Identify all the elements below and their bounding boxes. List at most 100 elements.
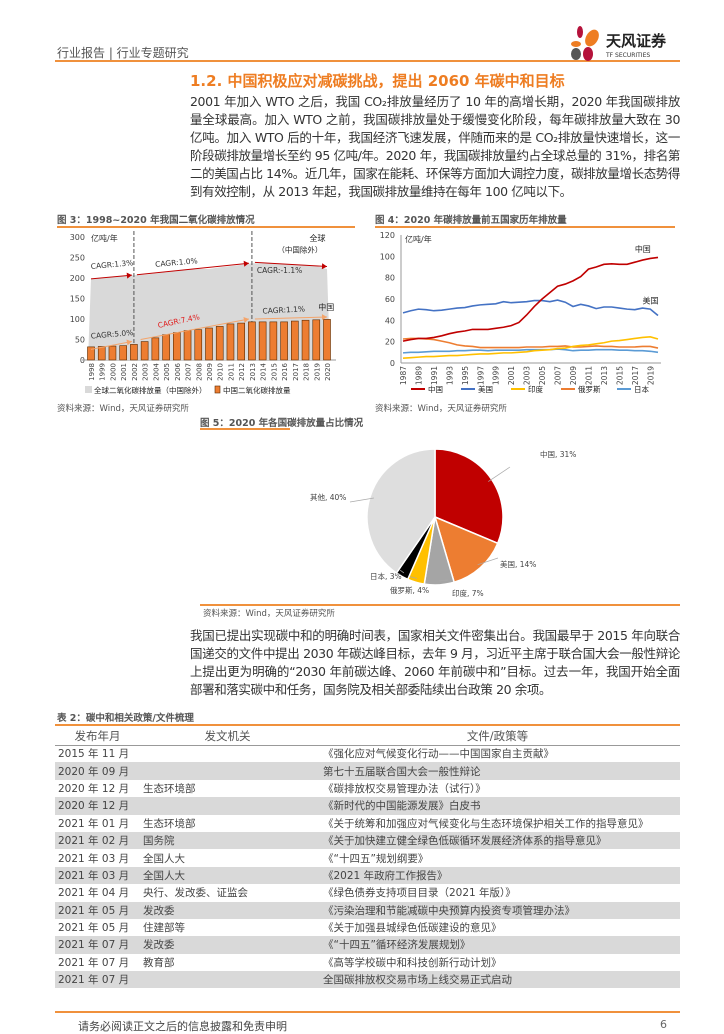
pie-slice — [433, 515, 499, 584]
x-tick-label: 2018 — [303, 363, 311, 381]
table-top-line — [55, 724, 680, 726]
china-bar — [291, 320, 299, 361]
figure3-source: 资料来源：Wind，天风证券研究所 — [57, 404, 189, 414]
cell-date: 2021 年 03 月 — [58, 852, 130, 865]
figure5-title: 图 5：2020 年各国碳排放量占比情况 — [200, 418, 364, 429]
figure3-underline — [57, 226, 355, 228]
table-row: 2015 年 11 月 《强化应对气候变化行动——中国国家自主贡献》 — [55, 745, 680, 762]
figure4-chart: 0 20 40 60 80 100 120 1987 1989 1991 1993 1995 1997 1… — [380, 231, 661, 394]
legend-label: 印度 — [528, 384, 543, 394]
x-tick-label: 1993 — [445, 366, 454, 385]
cagr-arrow — [254, 261, 328, 268]
table-row: 2020 年 12 月 《新时代的中国能源发展》白皮书 — [55, 797, 680, 815]
cagr-arrow — [254, 316, 328, 320]
x-tick-label: 2005 — [538, 366, 547, 385]
table-row: 2021 年 05 月发改委 《污染治理和节能减碳中央预算内投资专项管理办法》 — [55, 901, 680, 919]
china-bar — [130, 344, 138, 361]
pie-label: 美国, 14% — [500, 559, 536, 569]
legend-label: 日本 — [634, 384, 649, 394]
x-tick-label: 2016 — [281, 362, 289, 380]
series-line-1 — [402, 299, 659, 317]
x-tick-label: 1997 — [476, 366, 485, 385]
cell-document: 《关于加强县城绿色低碳建设的意见》 — [323, 922, 502, 935]
table-header-row: 发布年月 发文机关 文件/政策等 — [55, 727, 680, 746]
cell-agency — [140, 745, 315, 762]
cell-agency: 生态环境部 — [143, 782, 196, 795]
x-tick-label: 1995 — [461, 366, 470, 385]
table-row: 2021 年 03 月全国人大 《2021 年政府工作报告》 — [55, 866, 680, 885]
cell-agency: 教育部 — [143, 956, 175, 969]
end-label-china: 中国 — [635, 244, 651, 254]
footer-divider — [55, 1011, 680, 1013]
cell-agency: 住建部等 — [143, 922, 185, 935]
x-tick-label: 2007 — [554, 366, 563, 385]
page-number: 6 — [660, 1018, 667, 1031]
table-row: 2021 年 05 月住建部等 《关于加强县城绿色低碳建设的意见》 — [55, 919, 680, 936]
cell-document: 《高等学校碳中和科技创新行动计划》 — [323, 956, 502, 969]
x-tick-label: 2013 — [249, 363, 257, 381]
pie-label: 中国, 31% — [540, 449, 576, 459]
x-tick-label: 2014 — [260, 362, 268, 380]
cell-agency: 全国人大 — [143, 852, 185, 865]
table-caption: 表 2：碳中和相关政策/文件梳理 — [57, 713, 194, 724]
table-row: 2021 年 07 月教育部 《高等学校碳中和科技创新行动计划》 — [55, 954, 680, 971]
cell-date: 2021 年 05 月 — [55, 901, 140, 919]
y-tick-label: 100 — [380, 252, 395, 261]
series-line-3 — [402, 337, 659, 349]
cell-date: 2020 年 09 月 — [55, 762, 140, 780]
x-tick-label: 2004 — [152, 362, 160, 380]
figure5-bottom-line — [200, 604, 680, 606]
table-row: 2021 年 01 月生态环境部 《关于统筹和加强应对气候变化与生态环境保护相关工… — [55, 815, 680, 832]
y-tick-label: 50 — [75, 336, 85, 345]
x-tick-label: 2001 — [507, 366, 516, 385]
cell-document: 《“十四五”循环经济发展规划》 — [315, 936, 680, 954]
x-tick-label: 2011 — [227, 363, 235, 381]
china-bar — [280, 321, 288, 361]
china-bar — [301, 319, 310, 361]
leader-line — [399, 569, 405, 574]
china-bar — [269, 321, 278, 361]
cagr-label: CAGR:1.1% — [262, 304, 305, 315]
cagr-arrow-head — [243, 260, 249, 267]
china-bar — [87, 346, 95, 361]
cagr-arrow-head — [126, 339, 132, 346]
cagr-arrow — [90, 274, 132, 280]
header-divider — [55, 60, 680, 62]
cell-document: 《绿色债券支持项目目录（2021 年版）》 — [323, 887, 516, 900]
cell-agency: 国务院 — [140, 831, 315, 850]
x-tick-label: 2017 — [292, 363, 300, 381]
x-tick-label: 1999 — [492, 366, 501, 385]
x-tick-label: 2003 — [523, 366, 532, 385]
x-tick-label: 2010 — [217, 363, 225, 381]
figure3-chart: 0501001502002503001998199920002001200220… — [70, 231, 336, 395]
figure5-underline — [200, 428, 290, 430]
y-axis-unit: 亿吨/年 — [405, 234, 432, 244]
cagr-label: CAGR:1.0% — [155, 256, 198, 269]
cell-document: 《新时代的中国能源发展》白皮书 — [315, 797, 680, 815]
header-document: 文件/政策等 — [315, 727, 680, 746]
x-tick-label: 1989 — [414, 366, 423, 385]
cagr-label: CAGR:-1.1% — [257, 266, 302, 275]
cell-date: 2020 年 12 月 — [55, 797, 140, 815]
cell-date: 2021 年 01 月 — [58, 817, 130, 830]
china-bar — [151, 337, 160, 361]
logo-subtext: TF SECURITIES — [605, 52, 650, 59]
x-tick-label: 1987 — [399, 366, 408, 385]
cagr-arrow-head — [321, 314, 327, 321]
table-row: 2021 年 03 月全国人大 《“十四五”规划纲要》 — [55, 849, 680, 866]
logo-text: 天风证券 — [606, 32, 667, 50]
cagr-arrow-head — [126, 272, 132, 279]
section-title: 1.2. 中国积极应对减碳挑战，提出 2060 年碳中和目标 — [190, 72, 565, 90]
x-tick-label: 2009 — [569, 366, 578, 385]
x-tick-label: 2002 — [131, 363, 139, 381]
y-tick-label: 40 — [385, 316, 395, 325]
legend-label: 中国 — [428, 384, 443, 394]
x-tick-label: 2019 — [646, 366, 655, 385]
paragraph-intro: 2001 年加入 WTO 之后，我国 CO₂排放量经历了 10 年的高增长期，2… — [190, 94, 680, 199]
cell-date: 2021 年 02 月 — [55, 831, 140, 850]
x-tick-label: 2015 — [270, 363, 278, 381]
table-row: 2020 年 09 月 第七十五届联合国大会一般性辩论 — [55, 762, 680, 780]
cagr-label: CAGR:5.0% — [90, 328, 133, 341]
x-tick-label: 1991 — [430, 366, 439, 385]
pie-slice — [366, 448, 436, 575]
